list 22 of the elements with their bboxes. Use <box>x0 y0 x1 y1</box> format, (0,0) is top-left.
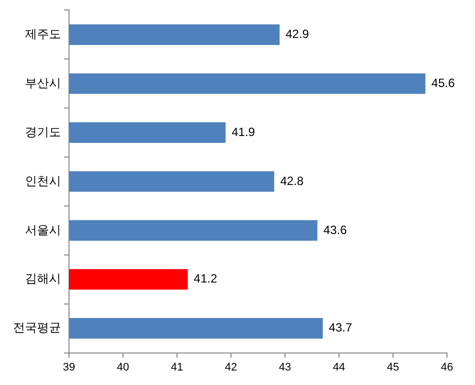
y-tick-label: 인천시 <box>25 174 61 188</box>
y-tick-label: 서울시 <box>25 222 61 237</box>
data-label: 41.2 <box>194 272 218 286</box>
data-label: 43.7 <box>328 320 352 335</box>
data-label: 42.8 <box>280 174 304 188</box>
data-label: 41.9 <box>232 124 256 139</box>
data-label: 43.6 <box>323 222 348 237</box>
y-tick-label: 김해시 <box>25 272 61 286</box>
y-tick-label: 부산시 <box>25 76 61 90</box>
data-label: 45.6 <box>431 76 456 90</box>
x-tick-label: 41 <box>170 361 184 374</box>
y-tick-label: 전국평균 <box>13 320 61 335</box>
y-tick-label: 제주도 <box>25 26 61 41</box>
x-tick-label: 39 <box>62 361 76 374</box>
x-tick-label: 45 <box>386 361 400 374</box>
x-tick-label: 40 <box>116 361 130 374</box>
y-tick-label: 경기도 <box>25 124 61 139</box>
x-tick-label: 43 <box>278 361 292 374</box>
x-tick-label: 44 <box>332 361 346 374</box>
x-tick-label: 42 <box>224 361 238 374</box>
data-label: 42.9 <box>286 26 310 41</box>
x-tick-label: 46 <box>440 361 454 374</box>
